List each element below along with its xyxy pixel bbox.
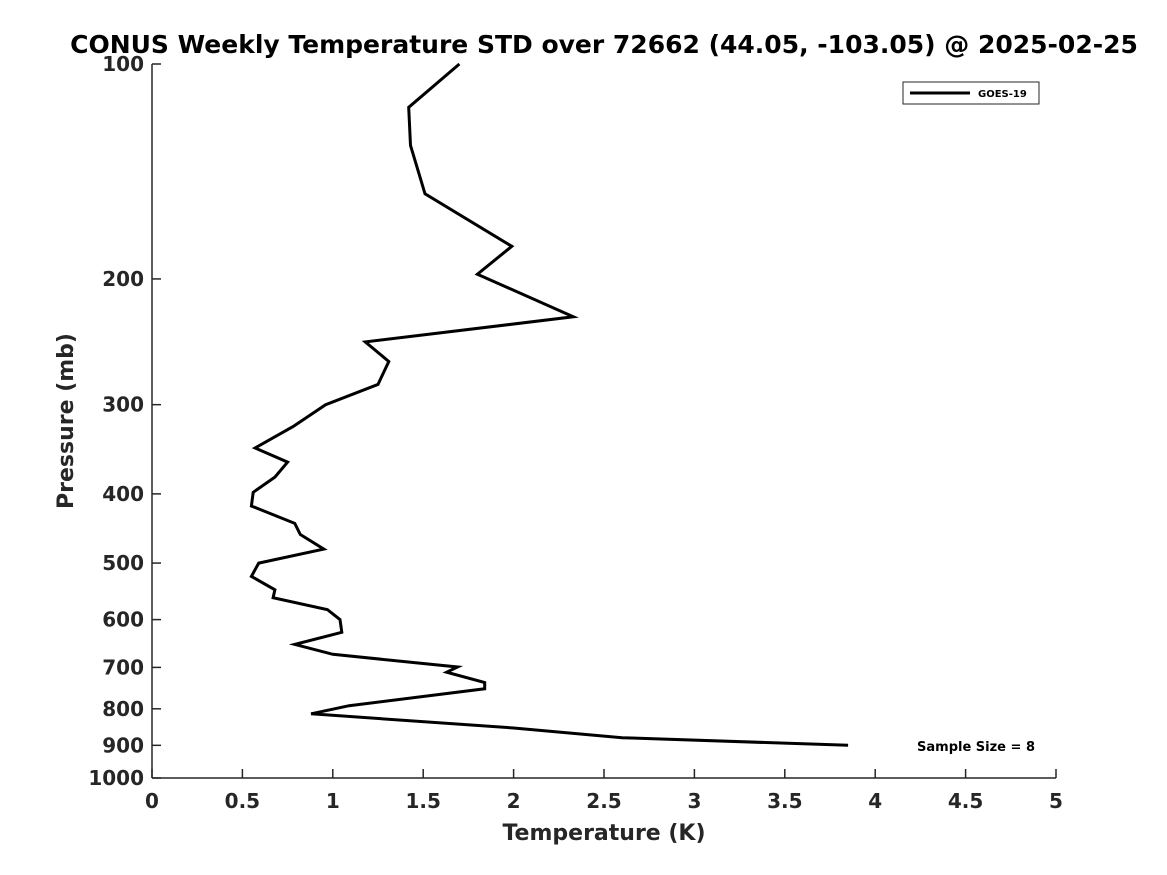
y-axis-label: Pressure (mb) [54, 333, 79, 509]
chart-title: CONUS Weekly Temperature STD over 72662 … [70, 30, 1138, 59]
legend-box [902, 81, 1040, 105]
y-tick-label: 100 [102, 52, 144, 76]
x-tick-label: 5 [1049, 789, 1063, 813]
x-tick-label: 0 [145, 789, 159, 813]
y-tick-label: 300 [102, 393, 144, 417]
y-axis-ticks: 100 200 300 400 500 600 700 800 900 1000 [88, 52, 161, 790]
x-tick-label: 2.5 [586, 789, 621, 813]
x-axis-ticks: 0 0.5 1 1.5 2 2.5 3 3.5 4 4.5 5 [145, 769, 1063, 813]
y-tick-label: 800 [102, 697, 144, 721]
x-tick-label: 1.5 [405, 789, 440, 813]
y-tick-label: 700 [102, 655, 144, 679]
x-tick-label: 1 [326, 789, 340, 813]
x-tick-label: 2 [507, 789, 521, 813]
series-line-goes-19 [249, 62, 849, 747]
y-tick-label: 200 [102, 267, 144, 291]
y-tick-label: 400 [102, 482, 144, 506]
x-tick-label: 3.5 [767, 789, 802, 813]
series-layer [249, 62, 849, 747]
x-tick-label: 4 [868, 789, 882, 813]
plot-area: 0 0.5 1 1.5 2 2.5 3 3.5 4 4.5 5 100 200 300 400 500 600… [88, 52, 1063, 813]
legend-label-goes-19: GOES-19 [978, 89, 1027, 100]
y-tick-label: 600 [102, 608, 144, 632]
y-tick-label: 900 [102, 733, 144, 757]
x-axis-label: Temperature (K) [502, 821, 705, 846]
sample-size-annotation: Sample Size = 8 [917, 740, 1035, 755]
legend: GOES-19 [902, 81, 1040, 105]
x-tick-label: 4.5 [948, 789, 983, 813]
x-tick-label: 0.5 [225, 789, 260, 813]
x-tick-label: 3 [687, 789, 701, 813]
y-tick-label: 500 [102, 551, 144, 575]
y-tick-label: 1000 [88, 766, 144, 790]
